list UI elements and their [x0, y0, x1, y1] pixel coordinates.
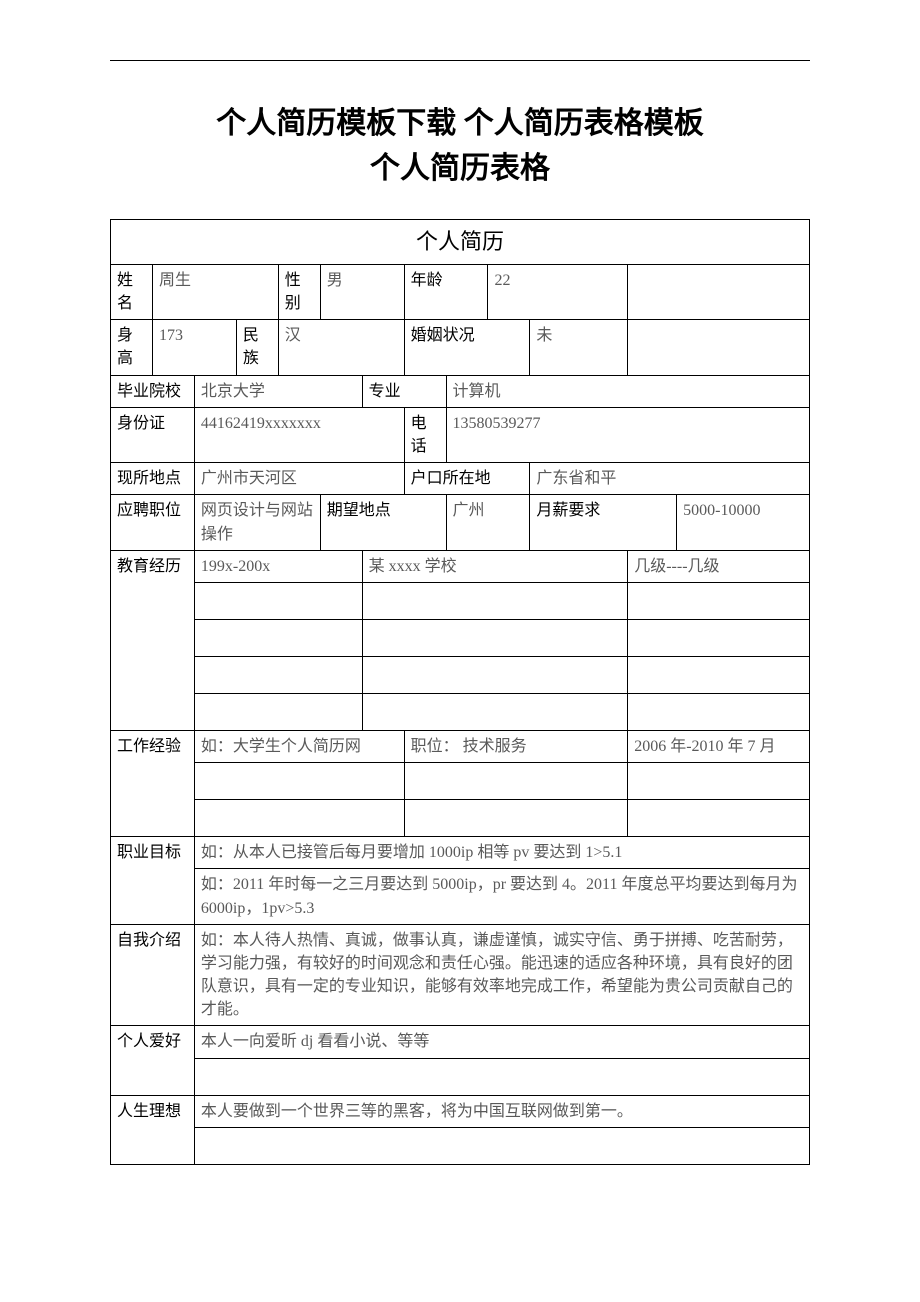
lbl-self: 自我介绍 [111, 924, 195, 1026]
row-goal: 职业目标 如：从本人已接管后每月要增加 1000ip 相等 pv 要达到 1>5… [111, 837, 810, 869]
row-work-empty [111, 763, 810, 800]
val-phone: 13580539277 [446, 407, 810, 462]
row-hobby: 个人爱好 本人一向爱昕 dj 看看小说、等等 [111, 1026, 810, 1058]
title-line-1: 个人简历模板下载 个人简历表格模板 [110, 101, 810, 146]
val-position: 网页设计与网站操作 [194, 495, 320, 550]
lbl-age: 年龄 [404, 264, 488, 319]
row-position: 应聘职位 网页设计与网站操作 期望地点 广州 月薪要求 5000-10000 [111, 495, 810, 550]
lbl-height: 身高 [111, 320, 153, 375]
lbl-name: 姓名 [111, 264, 153, 319]
val-gender: 男 [320, 264, 404, 319]
val-addr: 广州市天河区 [194, 463, 404, 495]
val-name: 周生 [152, 264, 278, 319]
val-edu-period: 199x-200x [194, 550, 362, 582]
row-hobby-empty [111, 1058, 810, 1095]
row-self: 自我介绍 如：本人待人热情、真诚，做事认真，谦虚谨慎，诚实守信、勇于拼搏、吃苦耐… [111, 924, 810, 1026]
val-major: 计算机 [446, 375, 810, 407]
lbl-position: 应聘职位 [111, 495, 195, 550]
val-goal1: 如：从本人已接管后每月要增加 1000ip 相等 pv 要达到 1>5.1 [194, 837, 809, 869]
val-work-company: 如：大学生个人简历网 [194, 730, 404, 762]
val-edu-level: 几级----几级 [628, 550, 810, 582]
cell-blank [628, 320, 810, 375]
title-line-2: 个人简历表格 [110, 146, 810, 191]
val-expect-loc: 广州 [446, 495, 530, 550]
val-life: 本人要做到一个世界三等的黑客，将为中国互联网做到第一。 [194, 1095, 809, 1127]
lbl-school: 毕业院校 [111, 375, 195, 407]
val-id: 44162419xxxxxxx [194, 407, 404, 462]
document-page: 个人简历模板下载 个人简历表格模板 个人简历表格 个人简历 姓名 周生 性别 男… [0, 0, 920, 1205]
val-work-pos: 职位： 技术服务 [404, 730, 628, 762]
row-edu-empty [111, 619, 810, 656]
val-marital: 未 [530, 320, 628, 375]
resume-table: 个人简历 姓名 周生 性别 男 年龄 22 身高 173 民 族 汉 婚姻状况 … [110, 219, 810, 1165]
lbl-addr: 现所地点 [111, 463, 195, 495]
lbl-phone: 电话 [404, 407, 446, 462]
val-ethnicity: 汉 [278, 320, 404, 375]
lbl-marital: 婚姻状况 [404, 320, 530, 375]
lbl-work-pos: 职位： [411, 738, 459, 755]
lbl-hobby: 个人爱好 [111, 1026, 195, 1095]
row-school: 毕业院校 北京大学 专业 计算机 [111, 375, 810, 407]
lbl-life: 人生理想 [111, 1095, 195, 1164]
cell-blank [628, 264, 810, 319]
row-life: 人生理想 本人要做到一个世界三等的黑客，将为中国互联网做到第一。 [111, 1095, 810, 1127]
val-edu-school: 某 xxxx 学校 [362, 550, 628, 582]
val-age: 22 [488, 264, 628, 319]
val-salary: 5000-10000 [677, 495, 810, 550]
row-edu: 教育经历 199x-200x 某 xxxx 学校 几级----几级 [111, 550, 810, 582]
val-school: 北京大学 [194, 375, 362, 407]
val-hukou: 广东省和平 [530, 463, 810, 495]
val-work-period: 2006 年-2010 年 7 月 [628, 730, 810, 762]
val-hobby: 本人一向爱昕 dj 看看小说、等等 [194, 1026, 809, 1058]
row-addr: 现所地点 广州市天河区 户口所在地 广东省和平 [111, 463, 810, 495]
row-work: 工作经验 如：大学生个人简历网 职位： 技术服务 2006 年-2010 年 7… [111, 730, 810, 762]
row-height: 身高 173 民 族 汉 婚姻状况 未 [111, 320, 810, 375]
lbl-goal: 职业目标 [111, 837, 195, 925]
row-edu-empty [111, 693, 810, 730]
val-height: 173 [152, 320, 236, 375]
row-goal2: 如：2011 年时每一之三月要达到 5000ip，pr 要达到 4。2011 年… [111, 869, 810, 924]
row-name: 姓名 周生 性别 男 年龄 22 [111, 264, 810, 319]
val-self: 如：本人待人热情、真诚，做事认真，谦虚谨慎，诚实守信、勇于拼搏、吃苦耐劳，学习能… [194, 924, 809, 1026]
lbl-major: 专业 [362, 375, 446, 407]
lbl-id: 身份证 [111, 407, 195, 462]
row-edu-empty [111, 656, 810, 693]
row-edu-empty [111, 582, 810, 619]
lbl-expect-loc: 期望地点 [320, 495, 446, 550]
row-life-empty [111, 1127, 810, 1164]
row-id: 身份证 44162419xxxxxxx 电话 13580539277 [111, 407, 810, 462]
page-title: 个人简历模板下载 个人简历表格模板 个人简历表格 [110, 101, 810, 191]
table-header: 个人简历 [111, 220, 810, 265]
lbl-gender: 性别 [278, 264, 320, 319]
lbl-ethnicity: 民 族 [236, 320, 278, 375]
val-work-pos-text: 技术服务 [463, 738, 527, 755]
lbl-edu: 教育经历 [111, 550, 195, 730]
lbl-hukou: 户口所在地 [404, 463, 530, 495]
val-goal2: 如：2011 年时每一之三月要达到 5000ip，pr 要达到 4。2011 年… [194, 869, 809, 924]
top-divider [110, 60, 810, 61]
lbl-salary: 月薪要求 [530, 495, 677, 550]
lbl-work: 工作经验 [111, 730, 195, 836]
row-work-empty [111, 800, 810, 837]
